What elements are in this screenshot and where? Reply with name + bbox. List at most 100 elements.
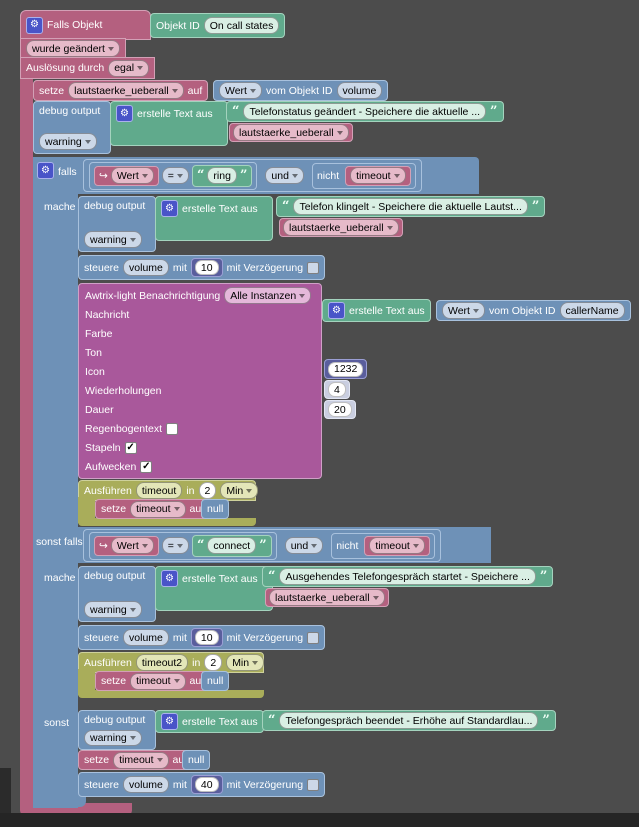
variable-block-1[interactable]: lautstaerke_ueberall — [229, 123, 353, 142]
string-field[interactable]: Ausgehendes Telefongespräch startet - Sp… — [279, 568, 536, 585]
text-join-block-1[interactable]: ⚙ erstelle Text aus — [110, 101, 228, 146]
number-block[interactable]: 10 — [190, 258, 223, 277]
wert-dropdown[interactable]: Wert — [442, 302, 485, 319]
not-block-1[interactable]: nicht timeout — [311, 162, 416, 189]
logic-op-dropdown[interactable]: und — [265, 167, 304, 184]
variable-dropdown[interactable]: lautstaerke_ueberall — [269, 589, 385, 606]
icon-number-block[interactable]: 1232 — [324, 359, 368, 379]
text-join-block-2[interactable]: ⚙ erstelle Text aus — [155, 196, 273, 241]
debug-block-3[interactable]: debug output warning — [78, 566, 156, 622]
variable-dropdown[interactable]: timeout — [113, 751, 169, 769]
variable-dropdown[interactable]: lautstaerke_ueberall — [283, 219, 399, 236]
string-block[interactable]: “ring” — [191, 164, 253, 187]
timer-name-field[interactable]: timeout2 — [135, 654, 189, 671]
variable-dropdown[interactable]: lautstaerke_ueberall — [233, 124, 349, 141]
string-field[interactable]: Telefongespräch beendet - Erhöhe auf Sta… — [279, 712, 539, 729]
control-state-block-3[interactable]: steuere volume mit 40 mit Verzögerung — [78, 772, 326, 797]
object-id-block[interactable]: Objekt ID On call states — [150, 13, 286, 38]
string-field[interactable]: Telefonstatus geändert - Speichere die a… — [243, 103, 487, 120]
mutator-gear-icon[interactable]: ⚙ — [161, 713, 178, 730]
number-field[interactable]: 1232 — [328, 361, 364, 377]
set-timeout-block-3[interactable]: setze timeout auf — [78, 750, 194, 770]
text-join-block-3[interactable]: ⚙ erstelle Text aus — [322, 299, 431, 322]
and-block-1[interactable]: ↪ Wert = “ring” und nicht timeout — [83, 159, 422, 192]
get-value-block-top[interactable]: Wert vom Objekt ID volume — [213, 80, 389, 101]
timeout-block-2-spine[interactable] — [78, 669, 95, 695]
log-level-dropdown[interactable]: warning — [84, 231, 142, 248]
string-block-2[interactable]: “ Telefon klingelt - Speichere die aktue… — [276, 196, 546, 217]
unit-dropdown[interactable]: Min — [220, 482, 259, 499]
mutator-gear-icon[interactable]: ⚙ — [37, 162, 54, 179]
variable-dropdown[interactable]: timeout — [350, 167, 406, 184]
number-field[interactable]: 4 — [328, 382, 346, 397]
log-level-dropdown[interactable]: warning — [39, 133, 97, 150]
compare-block-1[interactable]: ↪ Wert = “ring” — [89, 161, 258, 190]
trigger-value-block[interactable]: ↪ Wert — [94, 535, 159, 556]
oid-field[interactable]: volume — [123, 259, 169, 276]
variable-block-2[interactable]: lautstaerke_ueberall — [279, 218, 403, 237]
timeout-block-1-bottom[interactable] — [78, 518, 256, 526]
operator-dropdown[interactable]: = — [161, 537, 189, 554]
trigger-block-header[interactable]: ⚙ Falls Objekt — [20, 10, 151, 40]
change-mode-dropdown[interactable]: wurde geändert — [26, 40, 120, 57]
set-timeout-block-1[interactable]: setze timeout auf — [95, 499, 211, 519]
timeout-block-1-spine[interactable] — [78, 497, 95, 523]
wert-dropdown[interactable]: Wert — [110, 537, 154, 554]
set-timeout-block-2[interactable]: setze timeout auf — [95, 671, 211, 691]
oid-field[interactable]: volume — [123, 776, 169, 793]
unit-dropdown[interactable]: Min — [226, 654, 265, 671]
trigger-block-spine[interactable] — [20, 77, 33, 805]
null-block-3[interactable]: null — [182, 750, 211, 770]
trigger-value-block[interactable]: ↪ Wert — [94, 165, 159, 186]
mutator-gear-icon[interactable]: ⚙ — [161, 570, 178, 587]
timeout-block-2-header[interactable]: Ausführen timeout2 in 2 Min — [78, 652, 265, 673]
rainbow-checkbox[interactable] — [166, 422, 179, 435]
variable-dropdown[interactable]: timeout — [130, 672, 186, 690]
timeout-block-2-bottom[interactable] — [78, 690, 264, 698]
wert-dropdown[interactable]: Wert — [219, 82, 262, 99]
number-field[interactable]: 20 — [328, 402, 352, 417]
timeout-block-1-header[interactable]: Ausführen timeout in 2 Min — [78, 480, 259, 501]
trigger-by-dropdown[interactable]: egal — [108, 59, 150, 77]
awtrix-notification-block[interactable]: Awtrix-light Benachrichtigung Alle Instan… — [78, 283, 322, 479]
set-state-block-top[interactable]: setze lautstaerke_ueberall auf — [33, 80, 209, 101]
variable-dropdown[interactable]: lautstaerke_ueberall — [68, 82, 184, 99]
trigger-change-row[interactable]: wurde geändert — [20, 38, 126, 59]
wake-checkbox[interactable]: ✓ — [140, 460, 153, 473]
instance-dropdown[interactable]: Alle Instanzen — [224, 287, 312, 304]
delay-checkbox[interactable] — [307, 261, 320, 274]
control-state-block-2[interactable]: steuere volume mit 10 mit Verzögerung — [78, 625, 326, 650]
number-block[interactable]: 40 — [190, 775, 223, 794]
and-block-2[interactable]: ↪ Wert = “connect” und nicht timeout — [83, 529, 441, 562]
number-block[interactable]: 10 — [190, 628, 223, 647]
mutator-gear-icon[interactable]: ⚙ — [26, 16, 43, 34]
string-field[interactable]: connect — [207, 537, 257, 554]
trigger-by-row[interactable]: Auslösung durch egal — [20, 57, 156, 79]
variable-block[interactable]: timeout — [364, 535, 430, 556]
if-block-spine[interactable] — [33, 157, 78, 808]
text-join-block-5[interactable]: ⚙ erstelle Text aus — [155, 710, 264, 733]
repeats-shadow-block[interactable]: 4 — [324, 380, 350, 399]
control-state-block-1[interactable]: steuere volume mit 10 mit Verzögerung — [78, 255, 326, 280]
delay-checkbox[interactable] — [307, 631, 320, 644]
oid-field[interactable]: volume — [123, 629, 169, 646]
log-level-dropdown[interactable]: warning — [84, 730, 142, 746]
string-block-3[interactable]: “ Ausgehendes Telefongespräch startet - … — [262, 566, 554, 587]
mutator-gear-icon[interactable]: ⚙ — [328, 302, 345, 319]
string-block[interactable]: “connect” — [191, 534, 272, 557]
oid-field[interactable]: volume — [336, 82, 383, 99]
delay-checkbox[interactable] — [307, 778, 320, 791]
not-block-2[interactable]: nicht timeout — [331, 532, 435, 559]
logic-op-dropdown[interactable]: und — [284, 537, 324, 554]
variable-block-3[interactable]: lautstaerke_ueberall — [265, 588, 389, 607]
debug-block-1[interactable]: debug output warning — [33, 101, 111, 154]
stack-checkbox[interactable]: ✓ — [124, 441, 137, 454]
object-id-field[interactable]: On call states — [203, 17, 280, 34]
debug-block-4[interactable]: debug output warning — [78, 710, 156, 750]
null-block-2[interactable]: null — [201, 671, 230, 691]
string-field[interactable]: ring — [207, 167, 237, 184]
variable-block[interactable]: timeout — [345, 165, 411, 186]
text-join-block-4[interactable]: ⚙ erstelle Text aus — [155, 566, 273, 611]
string-field[interactable]: Telefon klingelt - Speichere die aktuell… — [293, 198, 528, 215]
